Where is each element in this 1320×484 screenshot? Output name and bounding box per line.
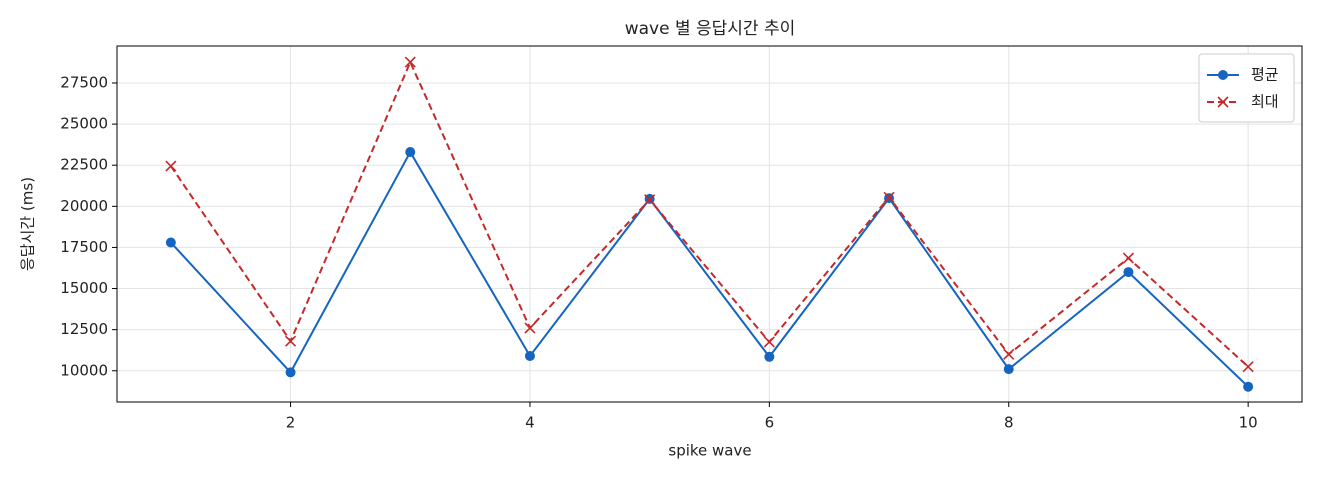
marker (1242, 361, 1254, 373)
marker (405, 147, 416, 158)
y-tick-label: 17500 (60, 238, 108, 256)
x-axis-label: spike wave (668, 442, 751, 460)
marker (1243, 381, 1254, 392)
marker (883, 191, 895, 203)
legend-label: 최대 (1251, 93, 1279, 111)
marker (524, 350, 535, 361)
series-line (170, 150, 1249, 388)
marker (165, 237, 176, 248)
series-line (170, 59, 1249, 368)
marker (284, 335, 297, 347)
y-tick-label: 25000 (60, 115, 108, 133)
marker (165, 160, 177, 172)
marker (763, 336, 775, 348)
marker (1122, 252, 1135, 264)
x-tick-label: 6 (765, 414, 775, 432)
x-tick-label: 8 (1004, 414, 1014, 432)
y-tick-label: 27500 (60, 73, 108, 91)
y-tick-label: 10000 (60, 361, 108, 379)
chart-title: wave 별 응답시간 추이 (625, 19, 796, 39)
marker (285, 367, 296, 378)
marker (1003, 364, 1014, 375)
y-tick-label: 22500 (60, 156, 108, 174)
x-tick-label: 2 (286, 414, 296, 432)
marker (1003, 348, 1015, 360)
y-axis-label: 응답시간 (ms) (19, 177, 37, 271)
marker (644, 194, 656, 206)
legend-label: 평균 (1251, 66, 1279, 84)
y-tick-label: 15000 (60, 279, 108, 297)
x-tick-label: 4 (525, 414, 535, 432)
marker (1218, 70, 1228, 80)
marker (764, 351, 775, 362)
marker (1123, 267, 1134, 278)
legend-frame (1198, 53, 1295, 123)
plot-frame (116, 45, 1303, 403)
marker (1217, 96, 1229, 108)
y-tick-label: 20000 (60, 197, 108, 215)
x-tick-label: 10 (1239, 414, 1258, 432)
marker (404, 56, 416, 68)
y-tick-label: 12500 (60, 320, 108, 338)
marker (524, 322, 536, 334)
